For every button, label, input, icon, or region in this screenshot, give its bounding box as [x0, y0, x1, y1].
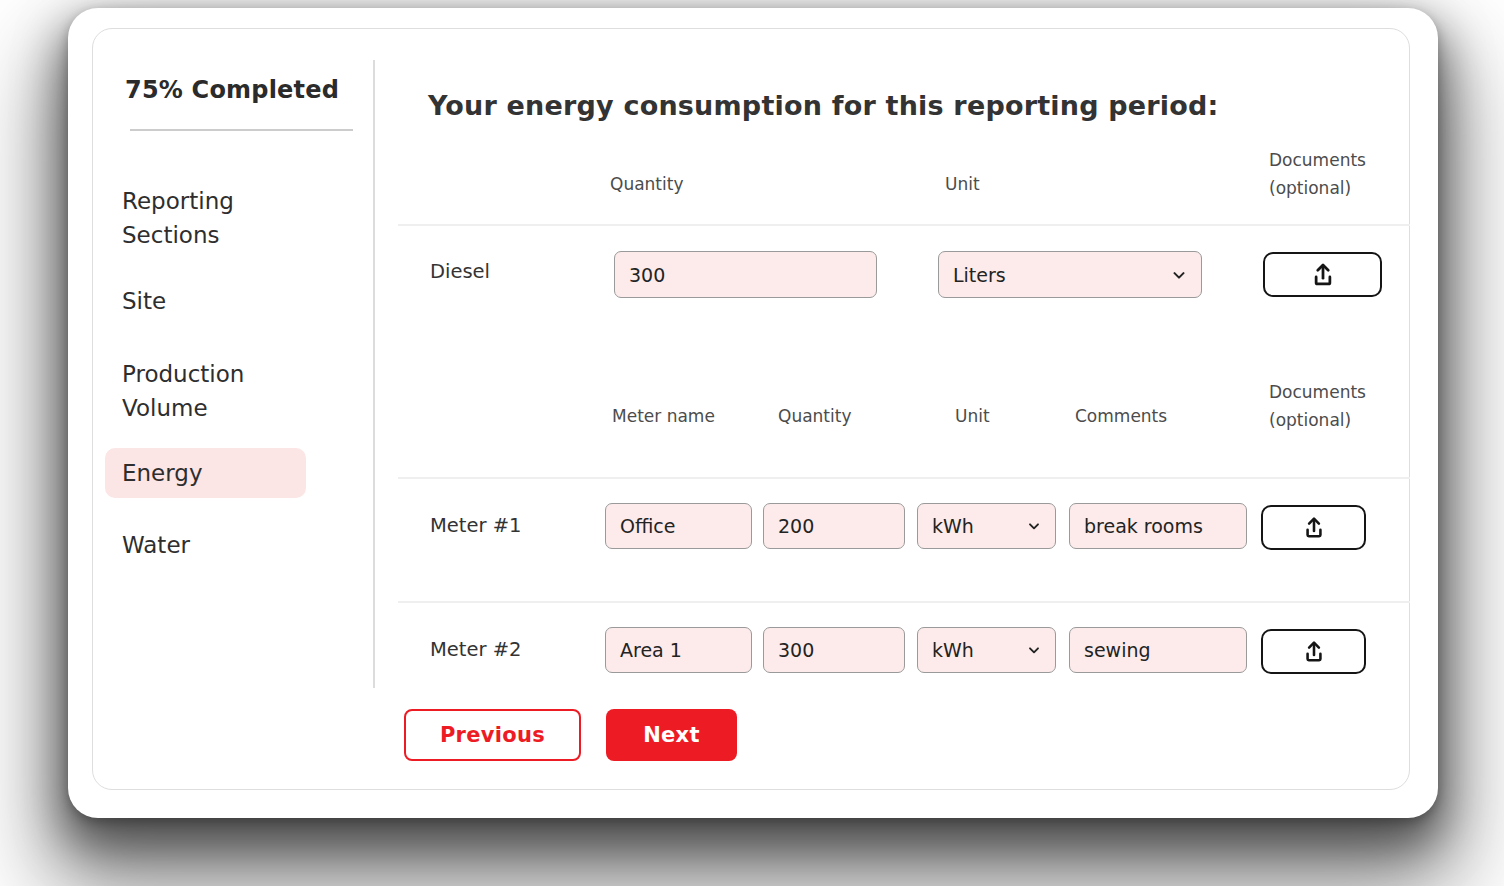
progress-divider — [130, 129, 353, 131]
fuel-header-documents: Documents (optional) — [1269, 146, 1366, 202]
fuel-header-documents-line1: Documents — [1269, 146, 1366, 174]
meter-header-documents-line1: Documents — [1269, 378, 1366, 406]
diesel-quantity-input[interactable] — [614, 251, 877, 298]
meter2-name-input[interactable] — [605, 627, 752, 673]
meter-header-quantity: Quantity — [778, 406, 851, 426]
meter2-unit-value: kWh — [932, 639, 974, 661]
fuel-table-divider — [398, 224, 1410, 226]
meter1-quantity-input[interactable] — [763, 503, 905, 549]
upload-icon — [1308, 260, 1338, 290]
report-card: 75% Completed Reporting Sections Site Pr… — [68, 8, 1438, 818]
meter1-name-input[interactable] — [605, 503, 752, 549]
meter2-unit-select[interactable]: kWh — [917, 627, 1056, 673]
chevron-down-icon — [1026, 642, 1042, 658]
chevron-down-icon — [1170, 266, 1188, 284]
progress-label: 75% Completed — [125, 76, 339, 104]
fuel-row-label: Diesel — [430, 260, 490, 283]
meter1-comments-input[interactable] — [1069, 503, 1247, 549]
sidebar-item-energy-label: Energy — [122, 460, 203, 486]
diesel-unit-select[interactable]: Liters — [938, 251, 1202, 298]
meter2-quantity-input[interactable] — [763, 627, 905, 673]
meter1-upload-button[interactable] — [1261, 505, 1366, 550]
sidebar-item-site[interactable]: Site — [122, 284, 312, 318]
page-background: 75% Completed Reporting Sections Site Pr… — [0, 0, 1504, 886]
meter2-row-label: Meter #2 — [430, 638, 521, 661]
diesel-unit-value: Liters — [953, 264, 1006, 286]
meter1-unit-value: kWh — [932, 515, 974, 537]
page-title: Your energy consumption for this reporti… — [428, 90, 1219, 121]
meter1-unit-select[interactable]: kWh — [917, 503, 1056, 549]
fuel-header-quantity: Quantity — [610, 174, 683, 194]
meter-table-divider-2 — [398, 601, 1410, 603]
meter-header-documents-line2: (optional) — [1269, 406, 1366, 434]
previous-button[interactable]: Previous — [404, 709, 581, 761]
sidebar-divider — [373, 60, 375, 688]
sidebar-item-production-volume[interactable]: Production Volume — [122, 357, 312, 425]
sidebar-item-energy[interactable]: Energy — [105, 448, 306, 498]
sidebar-item-water[interactable]: Water — [122, 528, 312, 562]
meter-header-name: Meter name — [612, 406, 715, 426]
meter-header-documents: Documents (optional) — [1269, 378, 1366, 434]
meter2-comments-input[interactable] — [1069, 627, 1247, 673]
fuel-header-documents-line2: (optional) — [1269, 174, 1366, 202]
next-button[interactable]: Next — [606, 709, 737, 761]
meter-header-comments: Comments — [1075, 406, 1167, 426]
fuel-header-unit: Unit — [945, 174, 980, 194]
sidebar-item-reporting-sections[interactable]: Reporting Sections — [122, 184, 312, 252]
diesel-upload-button[interactable] — [1263, 252, 1382, 297]
upload-icon — [1300, 514, 1328, 542]
meter-header-unit: Unit — [955, 406, 990, 426]
meter-table-divider-1 — [398, 477, 1410, 479]
chevron-down-icon — [1026, 518, 1042, 534]
meter1-row-label: Meter #1 — [430, 514, 521, 537]
meter2-upload-button[interactable] — [1261, 629, 1366, 674]
upload-icon — [1300, 638, 1328, 666]
